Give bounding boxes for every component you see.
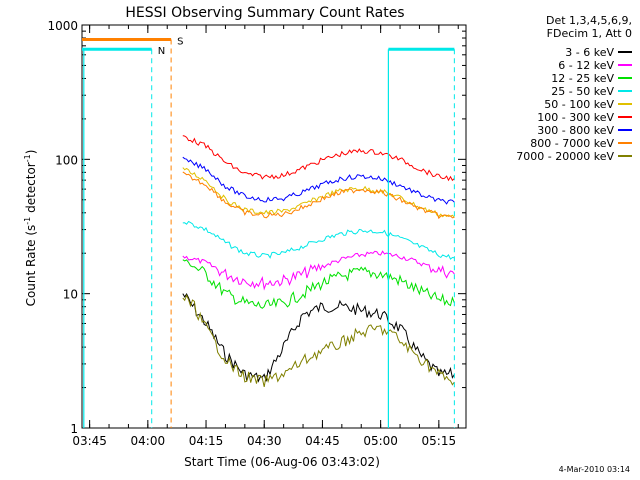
y-tick-label: 1000 — [47, 19, 78, 33]
legend-entry: 800 - 7000 keV — [530, 137, 632, 150]
y-tick-label: 100 — [55, 153, 78, 167]
timestamp: 4-Mar-2010 03:14 — [558, 465, 630, 474]
series-line-6 — [182, 156, 455, 205]
legend-entry: 3 - 6 keV — [565, 46, 632, 59]
series-line-2 — [182, 259, 455, 309]
legend-swatch — [618, 142, 632, 144]
legend-entry: 12 - 25 keV — [551, 72, 632, 85]
legend-header: Det 1,3,4,5,6,9, FDecim 1, Att 0 — [546, 14, 632, 40]
legend-entry-label: 300 - 800 keV — [537, 124, 614, 137]
annotation-label: N — [158, 46, 165, 57]
series-line-0 — [182, 292, 455, 383]
legend-entry-label: 100 - 300 keV — [537, 111, 614, 124]
legend-swatch — [618, 77, 632, 79]
annotations: SN — [82, 36, 455, 428]
series-line-8 — [182, 293, 455, 388]
y-axis-label-main: Count Rate (s — [24, 225, 38, 307]
legend-swatch — [618, 103, 632, 105]
legend-entry-label: 3 - 6 keV — [565, 46, 614, 59]
legend-swatch — [618, 90, 632, 92]
series-line-1 — [182, 250, 455, 291]
y-axis: 1 10 100 1000 — [47, 19, 466, 436]
y-axis-label-sup1: -1 — [23, 217, 32, 225]
series-line-7 — [182, 171, 455, 220]
legend-entry: 6 - 12 keV — [558, 59, 632, 72]
legend-entry: 50 - 100 keV — [544, 98, 632, 111]
legend-swatch — [618, 155, 632, 157]
y-axis-label-mid: detector — [24, 162, 38, 217]
legend-swatch — [618, 129, 632, 131]
legend-entry: 100 - 300 keV — [537, 111, 632, 124]
legend-entry-label: 25 - 50 keV — [551, 85, 614, 98]
legend-entry-label: 6 - 12 keV — [558, 59, 614, 72]
chart-title: HESSI Observing Summary Count Rates — [125, 5, 404, 21]
series-line-5 — [182, 135, 455, 182]
x-tick-label: 03:45 — [72, 434, 107, 448]
legend-entry: 25 - 50 keV — [551, 85, 632, 98]
x-tick-label: 04:15 — [189, 434, 224, 448]
x-axis: 03:45 04:00 04:15 04:30 04:45 05:00 05:15 — [72, 25, 459, 448]
legend-swatch — [618, 64, 632, 66]
legend-header-line-1: Det 1,3,4,5,6,9, — [545, 14, 632, 27]
y-tick-label: 10 — [63, 288, 78, 302]
series-line-3 — [182, 220, 455, 260]
legend-entry-label: 7000 - 20000 keV — [516, 150, 614, 163]
plot-area — [81, 24, 467, 429]
x-tick-label: 05:00 — [363, 434, 398, 448]
y-axis-label-sup2: -1 — [23, 154, 32, 162]
legend-entry: 7000 - 20000 keV — [516, 150, 632, 163]
series-line-4 — [182, 167, 455, 218]
plot-frame — [81, 24, 467, 429]
legend-swatch — [618, 116, 632, 118]
y-tick-label: 1 — [70, 422, 78, 436]
x-tick-label: 05:15 — [422, 434, 457, 448]
x-tick-label: 04:45 — [305, 434, 340, 448]
legend-swatch — [618, 51, 632, 53]
x-axis-label: Start Time (06-Aug-06 03:43:02) — [184, 455, 380, 469]
y-axis-label-end: ) — [24, 150, 38, 155]
y-axis-label: Count Rate (s-1 detector-1) — [23, 150, 38, 307]
x-tick-label: 04:30 — [247, 434, 282, 448]
legend-header-line-2: FDecim 1, Att 0 — [546, 27, 632, 40]
annotation-label: S — [177, 36, 183, 47]
legend-entry: 300 - 800 keV — [537, 124, 632, 137]
x-tick-label: 04:00 — [131, 434, 166, 448]
legend-entry-label: 12 - 25 keV — [551, 72, 614, 85]
series-layer — [182, 135, 455, 388]
legend-entry-label: 50 - 100 keV — [544, 98, 614, 111]
legend-entry-label: 800 - 7000 keV — [530, 137, 614, 150]
